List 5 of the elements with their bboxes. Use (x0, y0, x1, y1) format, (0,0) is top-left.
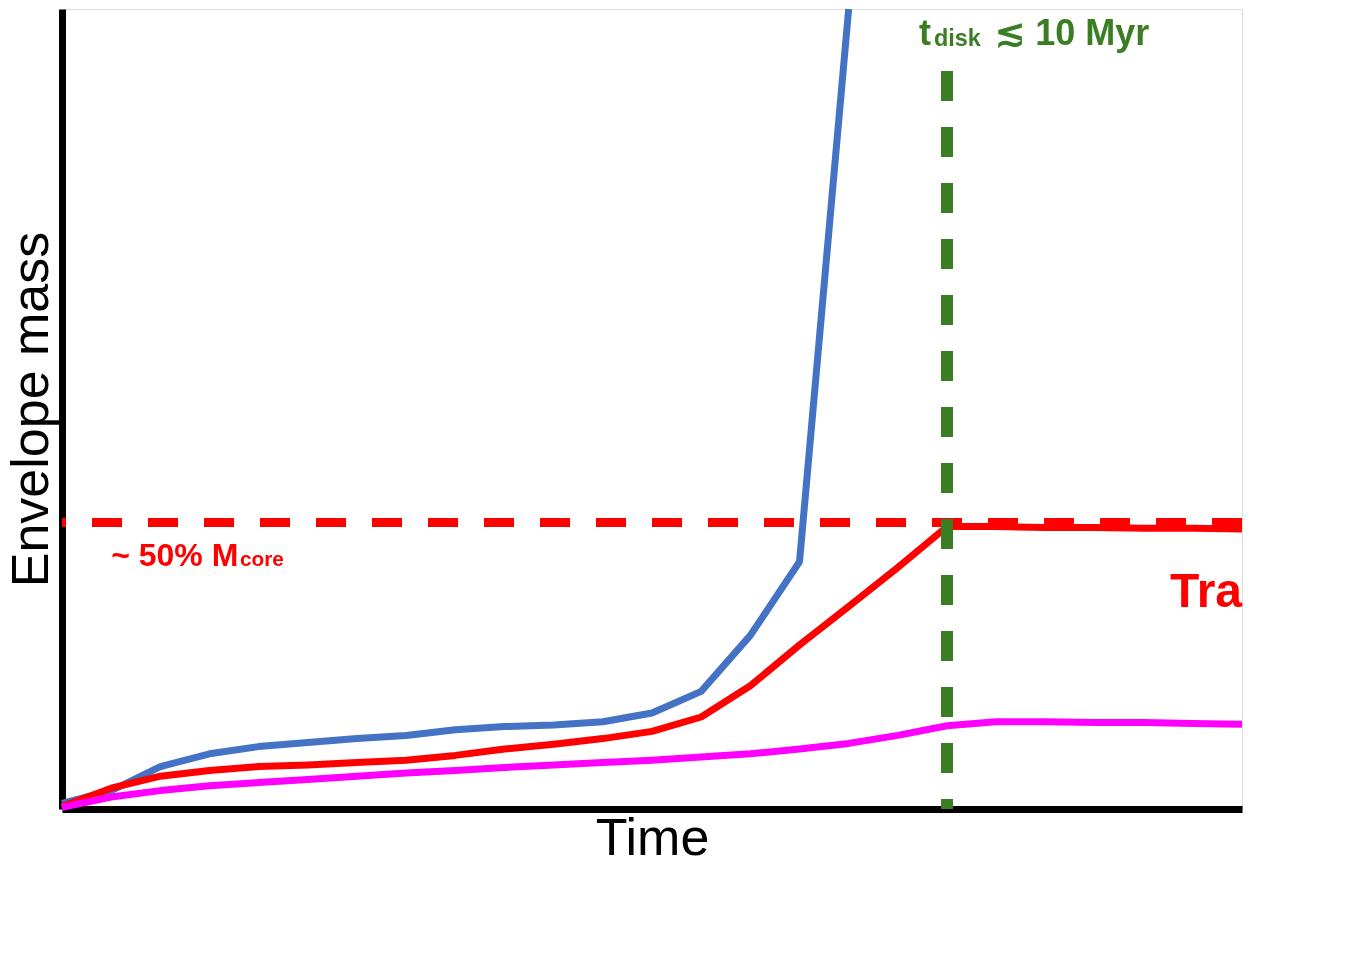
annotation: Tra (1169, 564, 1243, 617)
annotation: tdisk ≲ 10 Myr (919, 12, 1150, 53)
x-axis-title: Time (595, 807, 710, 866)
y-axis-title: Envelope mass (0, 231, 59, 588)
ref-line-label: ~ 50% Mcore (111, 536, 284, 573)
